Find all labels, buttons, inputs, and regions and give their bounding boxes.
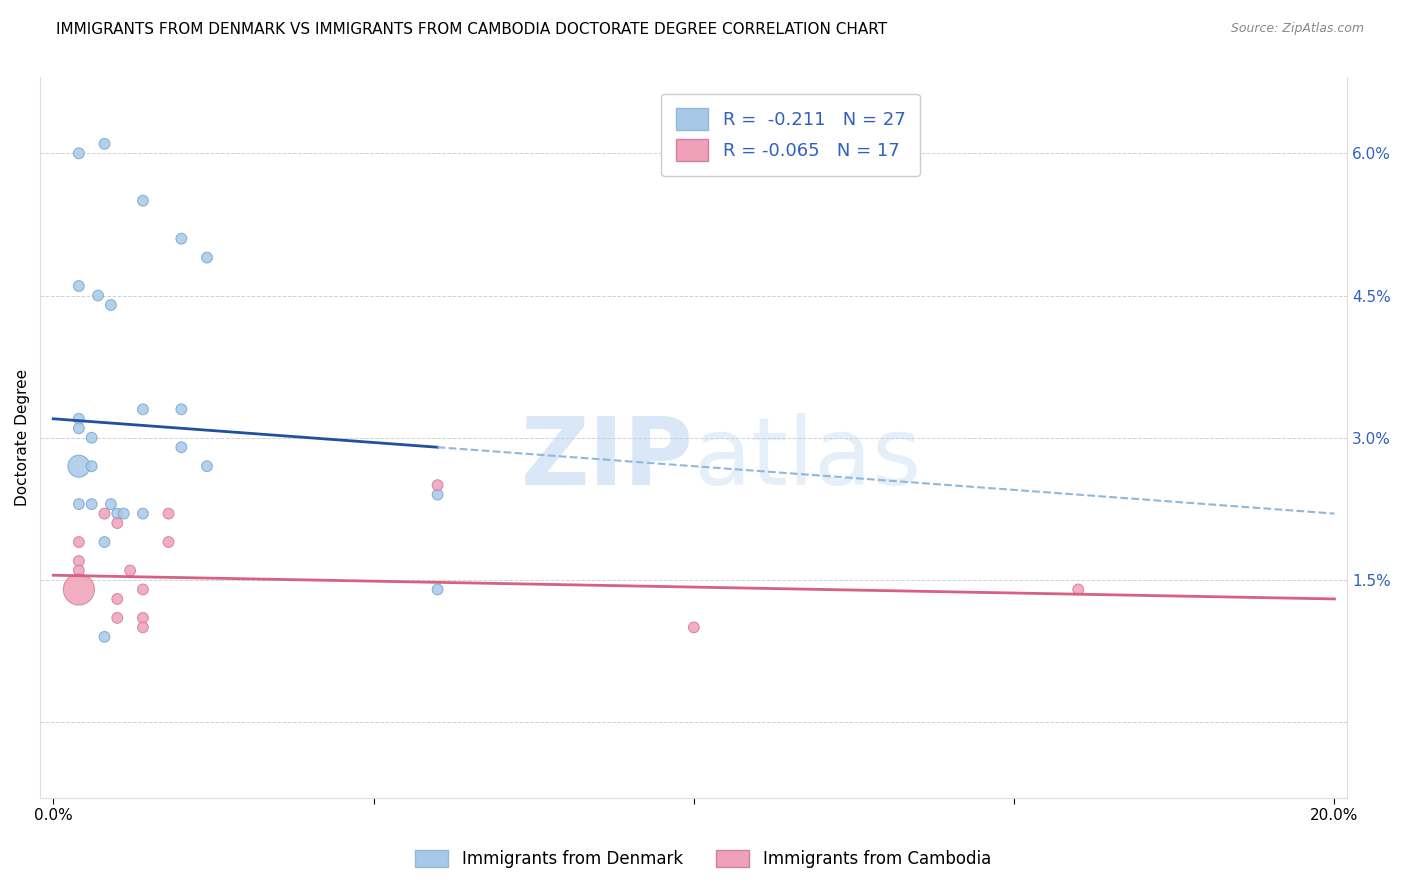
Point	[426, 582, 449, 597]
Point	[132, 402, 155, 417]
Point	[170, 440, 193, 454]
Point	[132, 611, 155, 625]
Text: IMMIGRANTS FROM DENMARK VS IMMIGRANTS FROM CAMBODIA DOCTORATE DEGREE CORRELATION: IMMIGRANTS FROM DENMARK VS IMMIGRANTS FR…	[56, 22, 887, 37]
Point	[67, 497, 90, 511]
Point	[80, 497, 103, 511]
Point	[195, 251, 218, 265]
Point	[105, 611, 128, 625]
Point	[67, 564, 90, 578]
Point	[67, 279, 90, 293]
Legend: Immigrants from Denmark, Immigrants from Cambodia: Immigrants from Denmark, Immigrants from…	[408, 843, 998, 875]
Point	[93, 535, 115, 549]
Point	[100, 298, 122, 312]
Text: ZIP: ZIP	[522, 413, 693, 506]
Point	[67, 535, 90, 549]
Point	[132, 194, 155, 208]
Point	[170, 402, 193, 417]
Point	[105, 591, 128, 606]
Point	[132, 582, 155, 597]
Legend: R =  -0.211   N = 27, R = -0.065   N = 17: R = -0.211 N = 27, R = -0.065 N = 17	[661, 94, 920, 176]
Point	[80, 459, 103, 474]
Point	[80, 431, 103, 445]
Point	[93, 630, 115, 644]
Point	[67, 146, 90, 161]
Point	[132, 620, 155, 634]
Point	[100, 497, 122, 511]
Point	[93, 136, 115, 151]
Point	[105, 507, 128, 521]
Point	[1067, 582, 1090, 597]
Point	[105, 516, 128, 530]
Point	[67, 421, 90, 435]
Point	[112, 507, 135, 521]
Text: atlas: atlas	[693, 413, 922, 506]
Point	[157, 507, 180, 521]
Point	[426, 478, 449, 492]
Point	[67, 459, 90, 474]
Point	[120, 564, 142, 578]
Point	[93, 507, 115, 521]
Point	[195, 459, 218, 474]
Point	[157, 535, 180, 549]
Point	[426, 488, 449, 502]
Point	[682, 620, 704, 634]
Text: Source: ZipAtlas.com: Source: ZipAtlas.com	[1230, 22, 1364, 36]
Point	[67, 411, 90, 425]
Point	[170, 232, 193, 246]
Point	[67, 554, 90, 568]
Point	[87, 288, 110, 302]
Point	[132, 507, 155, 521]
Point	[67, 582, 90, 597]
Y-axis label: Doctorate Degree: Doctorate Degree	[15, 369, 30, 507]
